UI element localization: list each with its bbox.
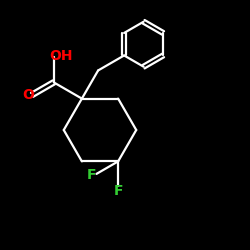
Text: O: O	[22, 88, 34, 102]
Text: F: F	[87, 168, 97, 182]
Text: F: F	[114, 184, 123, 198]
Text: OH: OH	[50, 49, 73, 63]
